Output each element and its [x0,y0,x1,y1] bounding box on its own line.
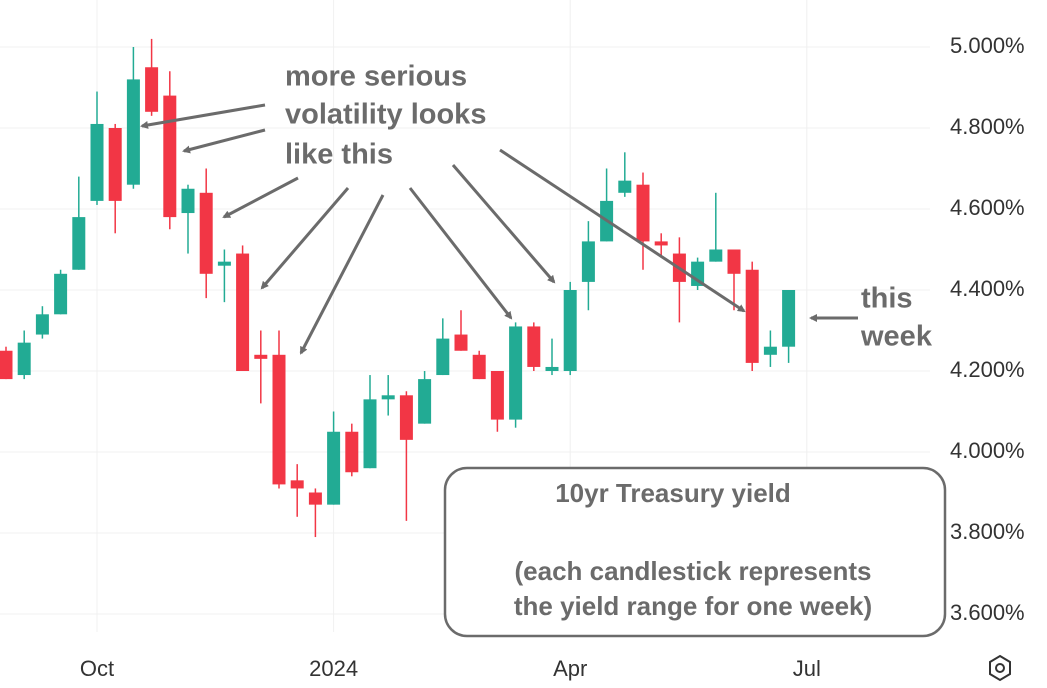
arrow [451,164,556,284]
y-tick-label: 3.600% [950,600,1025,625]
candles [0,38,796,538]
candle-body [763,346,777,355]
annotation: week [860,321,933,353]
arrow [260,187,350,290]
candle-body [163,95,177,218]
candle-body [181,188,195,214]
candle-body [563,290,577,371]
note-box [443,466,947,638]
y-tick-label: 4.600% [950,195,1025,220]
candle-body [254,354,268,359]
candle-body [17,342,31,376]
y-tick-label: 4.800% [950,114,1025,139]
y-tick-label: 4.400% [950,276,1025,301]
candle-body [654,241,668,246]
box-note: the yield range for one week) [514,591,872,621]
x-tick-label: Oct [80,656,114,681]
x-tick-label: Jul [793,656,821,681]
candle-body [236,253,250,371]
candle-body [745,269,759,363]
x-tick-label: 2024 [309,656,358,681]
candle-body [636,184,650,242]
arrow [499,148,746,313]
candle-body [199,192,213,274]
candle-body [581,241,595,282]
candle-body [509,326,523,420]
arrow [140,103,266,129]
candle-body [290,480,304,489]
candle-body [327,431,341,505]
candle-body [345,431,359,473]
candle-body [54,273,68,315]
candle-body [527,326,541,367]
candle-body [108,128,122,201]
annotation: like this [285,139,393,171]
candle-body [436,338,450,376]
box-note: (each candlestick represents [515,556,872,586]
settings-icon[interactable] [989,654,1011,682]
grid [0,0,930,632]
candle-body [618,180,632,193]
candle-body [399,395,413,440]
candle-body [418,379,432,424]
candle-body [727,249,741,274]
arrow [299,194,385,355]
box-title: 10yr Treasury yield [555,478,791,508]
candle-body [782,290,796,347]
arrow [182,128,266,154]
y-tick-label: 4.200% [950,357,1025,382]
candle-body [545,366,559,371]
candle-body [35,314,49,335]
candle-body [381,395,395,400]
candle-body [363,399,377,469]
annotation: volatility looks [285,99,486,131]
candle-body [472,354,486,380]
x-tick-label: Apr [553,656,587,681]
candle-body [145,67,159,112]
y-tick-label: 4.000% [950,438,1025,463]
candle-body [490,371,504,420]
candle-body [217,261,231,266]
y-tick-label: 5.000% [950,33,1025,58]
arrow [408,187,513,320]
candle-body [0,350,13,380]
annotation: this [861,283,913,315]
y-tick-label: 3.800% [950,519,1025,544]
arrow [222,176,299,219]
candle-body [72,217,86,270]
candle-body [454,334,468,351]
candle-body [308,492,322,505]
candle-body [709,249,723,262]
candle-body [272,354,286,485]
candle-body [126,79,140,185]
arrows [140,103,858,355]
candle-body [90,123,104,201]
annotation: more serious [285,61,467,93]
